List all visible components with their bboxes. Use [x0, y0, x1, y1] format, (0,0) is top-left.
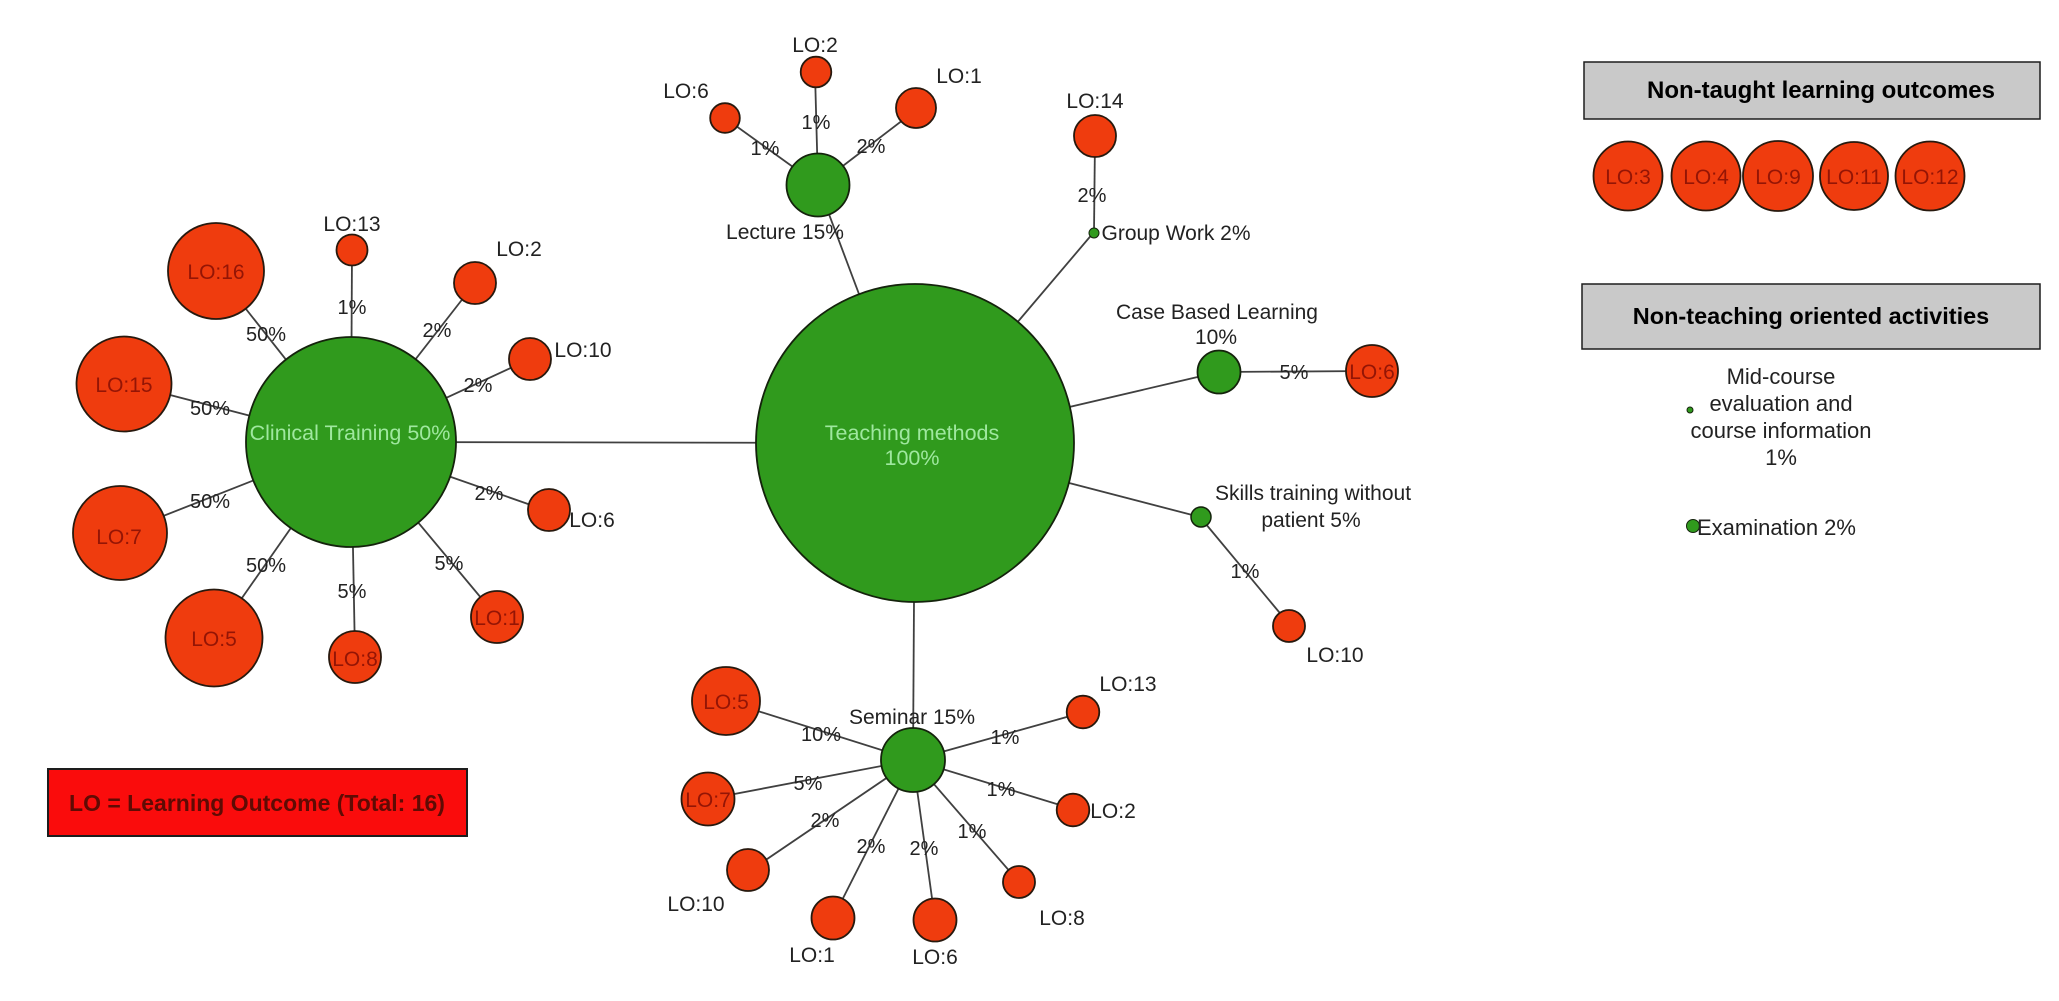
- svg-text:LO:6: LO:6: [663, 80, 709, 103]
- svg-text:LO:7: LO:7: [96, 526, 142, 549]
- svg-text:LO:13: LO:13: [323, 213, 380, 236]
- svg-text:5%: 5%: [794, 773, 823, 795]
- svg-text:5%: 5%: [435, 553, 464, 575]
- svg-text:Clinical Training 50%: Clinical Training 50%: [250, 421, 451, 445]
- svg-text:LO = Learning Outcome (Total:: LO = Learning Outcome (Total: 16): [69, 790, 445, 816]
- svg-text:LO:15: LO:15: [95, 374, 152, 397]
- svg-text:2%: 2%: [857, 136, 886, 158]
- svg-text:LO:12: LO:12: [1901, 166, 1958, 189]
- svg-text:LO:8: LO:8: [1039, 907, 1085, 930]
- svg-text:LO:6: LO:6: [912, 946, 958, 969]
- svg-text:LO:10: LO:10: [1306, 644, 1363, 667]
- svg-text:Skills training without: Skills training without: [1215, 482, 1411, 505]
- svg-text:LO:16: LO:16: [187, 261, 244, 284]
- svg-text:2%: 2%: [1078, 185, 1107, 207]
- svg-text:LO:6: LO:6: [1349, 361, 1395, 384]
- svg-text:Seminar 15%: Seminar 15%: [849, 706, 975, 729]
- svg-text:50%: 50%: [190, 398, 230, 420]
- svg-text:5%: 5%: [1280, 362, 1309, 384]
- svg-text:2%: 2%: [423, 320, 452, 342]
- svg-text:LO:10: LO:10: [554, 339, 611, 362]
- svg-text:5%: 5%: [338, 581, 367, 603]
- svg-text:1%: 1%: [991, 727, 1020, 749]
- svg-text:2%: 2%: [475, 483, 504, 505]
- svg-text:LO:11: LO:11: [1826, 166, 1882, 189]
- svg-text:2%: 2%: [857, 836, 886, 858]
- svg-text:10%: 10%: [801, 724, 841, 746]
- svg-text:LO:5: LO:5: [191, 628, 237, 651]
- svg-text:50%: 50%: [190, 491, 230, 513]
- svg-text:LO:9: LO:9: [1755, 166, 1801, 189]
- svg-text:1%: 1%: [1765, 445, 1797, 470]
- svg-text:LO:2: LO:2: [496, 238, 542, 261]
- svg-text:1%: 1%: [338, 297, 367, 319]
- svg-text:Group Work 2%: Group Work 2%: [1102, 222, 1251, 245]
- svg-text:1%: 1%: [802, 112, 831, 134]
- svg-text:2%: 2%: [811, 810, 840, 832]
- svg-text:LO:2: LO:2: [792, 34, 838, 57]
- svg-text:1%: 1%: [751, 138, 780, 160]
- svg-text:10%: 10%: [1195, 326, 1237, 349]
- svg-text:1%: 1%: [958, 821, 987, 843]
- svg-text:Teaching methods: Teaching methods: [825, 421, 1000, 445]
- svg-text:50%: 50%: [246, 324, 286, 346]
- svg-text:LO:13: LO:13: [1099, 673, 1156, 696]
- svg-text:LO:1: LO:1: [936, 65, 982, 88]
- svg-text:Case Based Learning: Case Based Learning: [1116, 301, 1318, 324]
- svg-text:1%: 1%: [987, 779, 1016, 801]
- svg-text:LO:3: LO:3: [1605, 166, 1651, 189]
- svg-text:LO:6: LO:6: [569, 509, 615, 532]
- svg-text:LO:7: LO:7: [685, 789, 731, 812]
- svg-text:LO:2: LO:2: [1090, 800, 1136, 823]
- svg-text:LO:4: LO:4: [1683, 166, 1729, 189]
- svg-text:LO:8: LO:8: [332, 648, 378, 671]
- svg-text:50%: 50%: [246, 555, 286, 577]
- svg-text:Non-taught learning outcomes: Non-taught learning outcomes: [1647, 77, 1995, 104]
- svg-text:patient 5%: patient 5%: [1261, 509, 1360, 532]
- svg-text:LO:5: LO:5: [703, 691, 749, 714]
- svg-text:Lecture 15%: Lecture 15%: [726, 221, 844, 244]
- svg-text:Non-teaching oriented activiti: Non-teaching oriented activities: [1633, 303, 1989, 329]
- svg-text:Examination 2%: Examination 2%: [1697, 515, 1856, 540]
- svg-text:course information: course information: [1691, 418, 1872, 443]
- svg-text:LO:10: LO:10: [667, 893, 724, 916]
- svg-text:100%: 100%: [885, 446, 940, 470]
- svg-text:Mid-course: Mid-course: [1727, 364, 1836, 389]
- svg-text:LO:1: LO:1: [474, 607, 520, 630]
- svg-text:1%: 1%: [1231, 561, 1260, 583]
- svg-text:2%: 2%: [910, 838, 939, 860]
- svg-text:LO:14: LO:14: [1066, 90, 1124, 113]
- svg-text:LO:1: LO:1: [789, 944, 835, 967]
- svg-text:evaluation and: evaluation and: [1709, 391, 1852, 416]
- svg-text:2%: 2%: [464, 375, 493, 397]
